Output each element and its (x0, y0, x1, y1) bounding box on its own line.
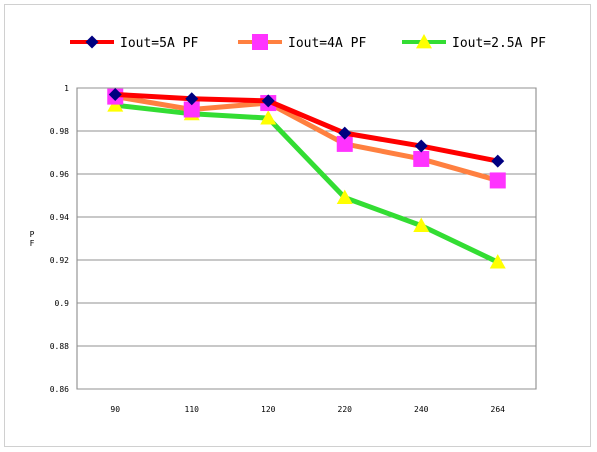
legend-entry: Iout=4A PF (238, 34, 366, 51)
legend: Iout=5A PF Iout=4A PF Iout=2.5A PF (70, 34, 546, 51)
y-axis-title-char: F (30, 239, 35, 248)
series-line (114, 94, 499, 183)
series-line (114, 102, 499, 265)
series-1 (108, 87, 505, 168)
series-line (115, 91, 499, 164)
plot-area (76, 87, 537, 390)
data-point (338, 126, 352, 140)
y-tick-label: 1 (64, 84, 69, 93)
y-tick-label: 0.9 (55, 299, 70, 308)
y-tick-label: 0.96 (50, 170, 69, 179)
y-tick-label: 0.92 (50, 256, 69, 265)
data-point (185, 92, 199, 106)
data-point (336, 135, 353, 152)
legend-label: Iout=4A PF (288, 36, 366, 51)
data-point (336, 189, 353, 205)
data-point (413, 150, 430, 167)
x-tick-label: 120 (261, 405, 276, 414)
data-point (414, 139, 428, 153)
series-group (107, 87, 506, 269)
data-point (413, 217, 430, 232)
y-tick-labels: 1 0.98 0.96 0.94 0.92 0.9 0.88 0.86 (50, 84, 69, 394)
legend-marker (416, 34, 432, 49)
y-tick-label: 0.94 (50, 213, 69, 222)
x-tick-label: 220 (338, 405, 353, 414)
x-tick-label: 240 (414, 405, 429, 414)
data-point (261, 94, 275, 108)
data-point (489, 254, 506, 269)
grid-lines (77, 87, 536, 390)
y-tick-label: 0.98 (50, 127, 69, 136)
y-tick-label: 0.88 (50, 342, 69, 351)
legend-entry: Iout=2.5A PF (402, 34, 546, 51)
data-point (183, 101, 200, 118)
x-tick-label: 90 (110, 405, 120, 414)
data-point (489, 172, 506, 189)
legend-entry: Iout=5A PF (70, 35, 198, 51)
legend-label: Iout=2.5A PF (452, 36, 546, 51)
y-axis-title-char: P (30, 230, 35, 239)
legend-marker (252, 34, 268, 50)
x-tick-labels: 90 110 120 220 240 264 (110, 405, 505, 414)
y-axis-title: PF (30, 230, 35, 248)
x-tick-label: 110 (185, 405, 200, 414)
y-tick-label: 0.86 (50, 385, 69, 394)
x-tick-label: 264 (491, 405, 506, 414)
data-point (108, 87, 122, 101)
data-point (260, 110, 277, 125)
data-point (491, 154, 505, 168)
legend-marker (85, 35, 99, 49)
legend-label: Iout=5A PF (120, 36, 198, 51)
